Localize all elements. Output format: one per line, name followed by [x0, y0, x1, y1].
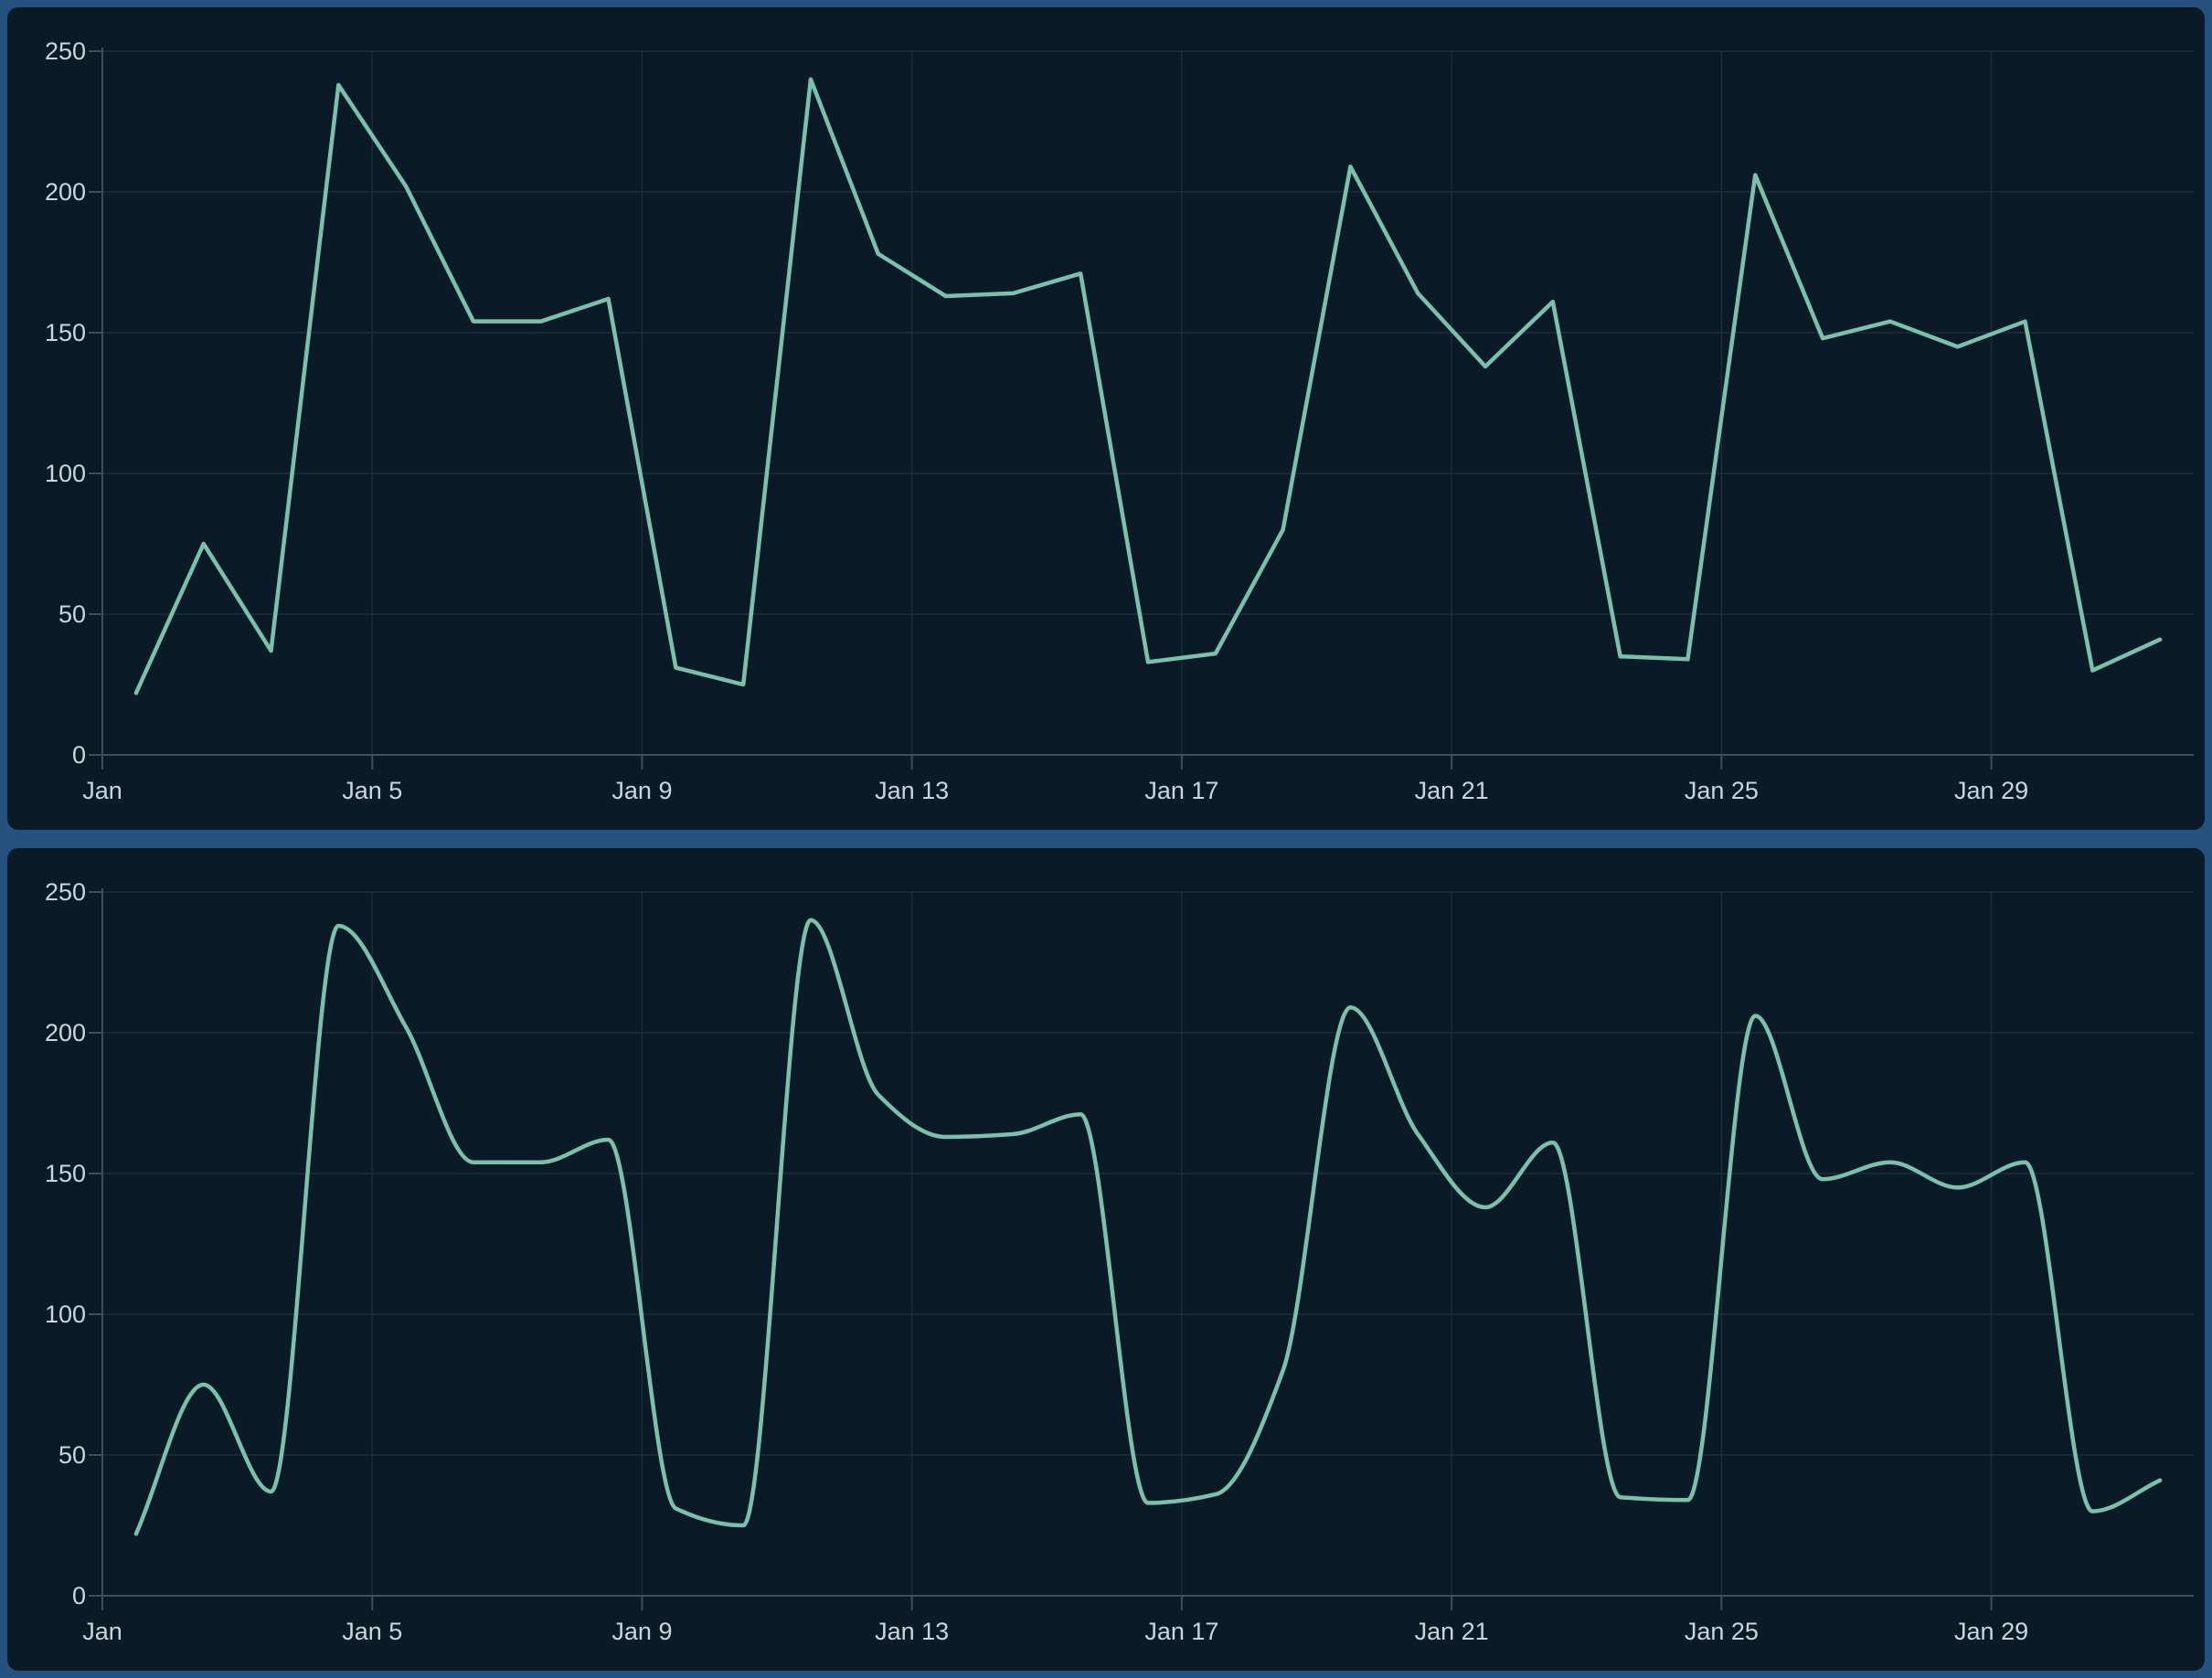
y-axis-label: 50	[58, 1441, 86, 1469]
x-axis-label: Jan 17	[1144, 1618, 1218, 1645]
x-axis-label: Jan 13	[875, 1618, 949, 1645]
x-axis-label: Jan 9	[611, 777, 672, 804]
x-axis-label: Jan	[82, 777, 122, 804]
smoothed-line-chart: 0 50 100 150 200 250 Jan Jan 5 Jan 9 Jan 13 Jan 17…	[45, 878, 2194, 1645]
x-axis-label: Jan 29	[1954, 777, 2028, 804]
x-axis-label: Jan 21	[1415, 1618, 1489, 1645]
chart-panel-straight-line: 0 50 100 150 200 250 Jan Jan 5 Jan 9 Jan 13 Jan 17…	[7, 7, 2205, 830]
y-axis-label: 0	[72, 741, 86, 769]
x-axis-label: Jan 5	[342, 1618, 402, 1645]
y-axis-label: 250	[45, 37, 86, 65]
y-axis-label: 150	[45, 1160, 86, 1187]
y-axis-label: 100	[45, 1301, 86, 1328]
chart-panel-smoothed-line: 0 50 100 150 200 250 Jan Jan 5 Jan 9 Jan 13 Jan 17…	[7, 848, 2205, 1671]
x-axis-label: Jan 13	[875, 777, 949, 804]
y-axis-label: 250	[45, 878, 86, 906]
y-axis-label: 50	[58, 600, 86, 628]
y-axis-label: 0	[72, 1582, 86, 1609]
x-axis-label: Jan 9	[611, 1618, 672, 1645]
x-axis-label: Jan 21	[1415, 777, 1489, 804]
x-axis-label: Jan	[82, 1618, 122, 1645]
series-line	[133, 77, 2163, 696]
line-chart: 0 50 100 150 200 250 Jan Jan 5 Jan 9 Jan 13 Jan 17…	[45, 37, 2194, 804]
x-axis-label: Jan 17	[1144, 777, 1218, 804]
y-axis-label: 200	[45, 1019, 86, 1046]
x-axis-label: Jan 25	[1685, 777, 1759, 804]
y-axis-label: 150	[45, 319, 86, 346]
y-axis-label: 200	[45, 178, 86, 206]
x-axis-label: Jan 29	[1954, 1618, 2028, 1645]
x-axis-label: Jan 25	[1685, 1618, 1759, 1645]
x-axis-label: Jan 5	[342, 777, 402, 804]
smoothed-series-line	[133, 918, 2163, 1536]
y-axis-label: 100	[45, 460, 86, 487]
